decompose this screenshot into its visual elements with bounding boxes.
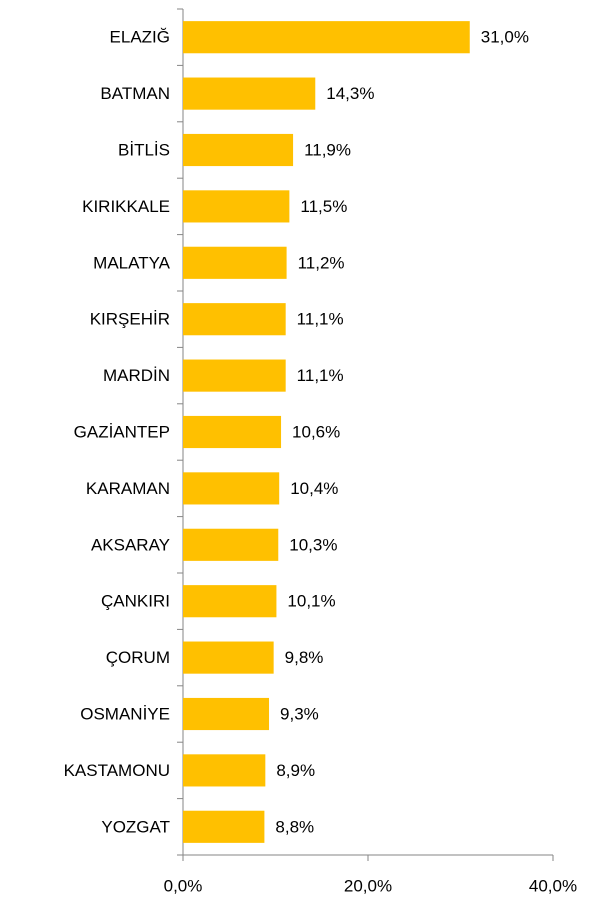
value-label: 10,4% xyxy=(290,479,338,498)
bar xyxy=(183,303,286,336)
bar xyxy=(183,641,274,674)
bar xyxy=(183,133,294,167)
value-label: 31,0% xyxy=(481,28,529,47)
value-label: 10,1% xyxy=(287,592,335,611)
bar xyxy=(183,359,286,392)
bar xyxy=(183,697,270,731)
value-label: 14,3% xyxy=(326,84,374,103)
bar xyxy=(183,415,282,449)
y-tick-label: KIRŞEHİR xyxy=(90,310,170,329)
y-tick-label: YOZGAT xyxy=(101,817,170,836)
value-label: 11,9% xyxy=(304,140,351,159)
y-tick-label: ÇANKIRI xyxy=(101,592,170,611)
y-tick-label: KASTAMONU xyxy=(64,761,170,780)
value-label: 11,1% xyxy=(297,366,344,385)
y-tick-label: AKSARAY xyxy=(91,535,170,554)
bar xyxy=(183,528,279,561)
y-tick-label: ELAZIĞ xyxy=(110,28,170,47)
bar xyxy=(183,754,266,787)
value-label: 8,8% xyxy=(275,817,314,836)
value-label: 10,6% xyxy=(292,422,340,441)
bar xyxy=(183,246,287,279)
y-tick-label: OSMANİYE xyxy=(80,704,170,723)
value-label: 10,3% xyxy=(289,535,337,554)
x-tick-label: 20,0% xyxy=(344,876,392,895)
bar xyxy=(183,77,316,110)
y-tick-label: KARAMAN xyxy=(86,479,170,498)
bar xyxy=(183,472,280,505)
bar xyxy=(183,21,470,54)
value-label: 11,2% xyxy=(298,253,345,272)
y-tick-label: BATMAN xyxy=(100,84,170,103)
y-tick-label: MARDİN xyxy=(103,366,170,385)
y-tick-label: BİTLİS xyxy=(118,140,170,159)
value-label: 11,5% xyxy=(300,197,347,216)
x-tick-label: 40,0% xyxy=(529,876,577,895)
bar xyxy=(183,810,265,843)
x-tick-label: 0,0% xyxy=(164,876,203,895)
y-tick-label: ÇORUM xyxy=(106,648,170,667)
bar xyxy=(183,190,290,223)
value-label: 9,8% xyxy=(285,648,324,667)
y-tick-label: KIRIKKALE xyxy=(82,197,170,216)
y-tick-label: GAZİANTEP xyxy=(74,422,170,441)
bar xyxy=(183,585,277,618)
value-label: 9,3% xyxy=(280,704,319,723)
y-tick-label: MALATYA xyxy=(93,253,170,272)
value-label: 8,9% xyxy=(276,761,315,780)
value-label: 11,1% xyxy=(297,310,344,329)
